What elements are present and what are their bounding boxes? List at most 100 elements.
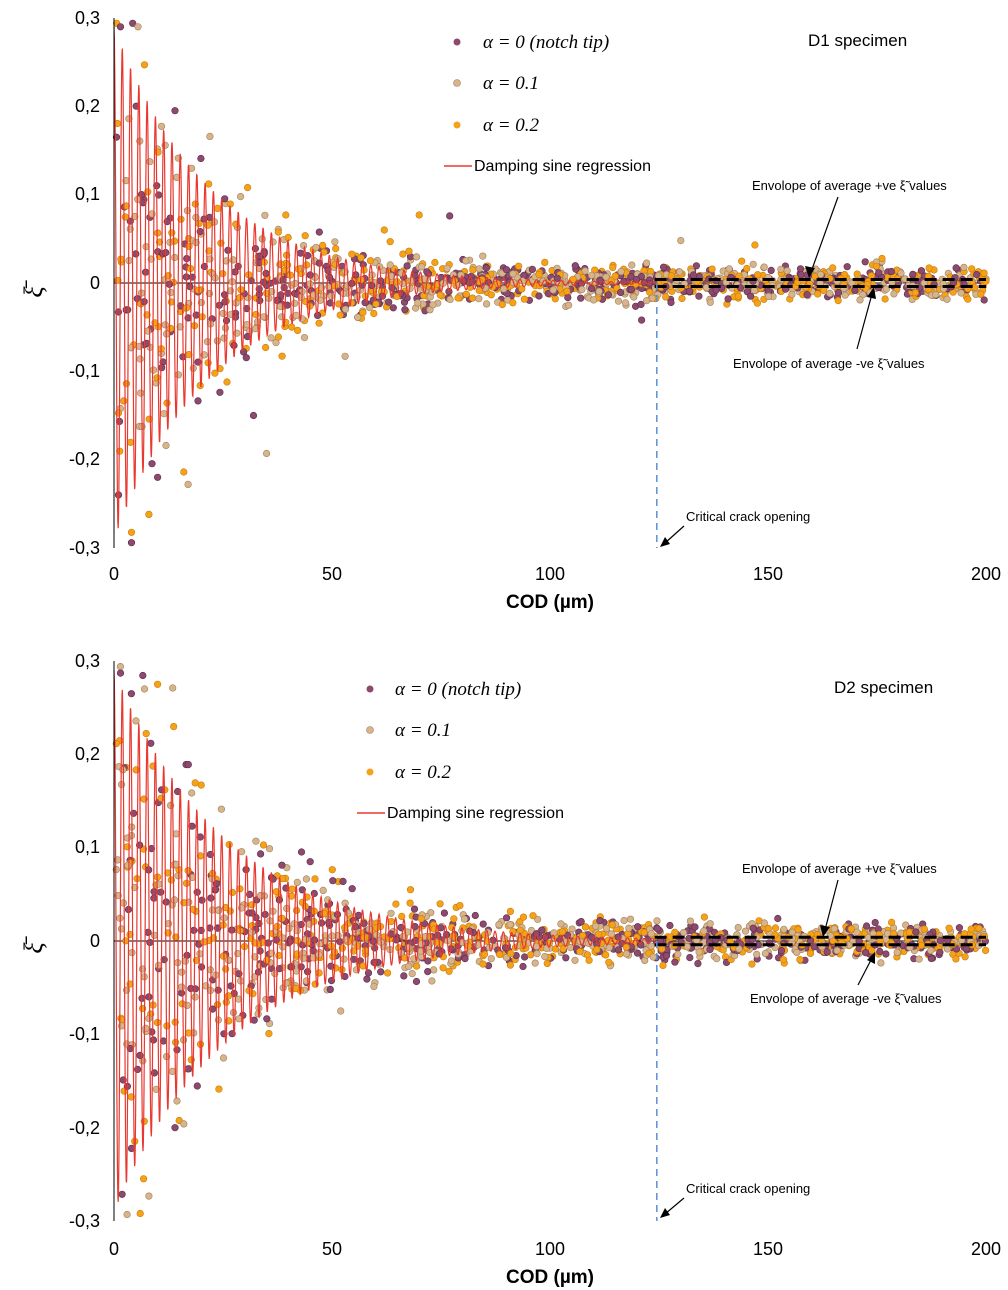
d2-legend-label-alpha02: α = 0.2 [395,762,452,783]
d1-scatter-point [122,202,130,210]
d2-scatter-point [541,952,549,961]
d2-scatter-point [653,917,661,925]
d2-scatter-point [171,1124,179,1132]
d1-x-tick-label: 0 [109,564,119,584]
d1-scatter-point [648,294,656,302]
d2-scatter-point [302,875,311,883]
d2-scatter-point [412,977,421,986]
d2-scatter-point [287,892,296,900]
d1-scatter-point [843,263,851,271]
d1-scatter-point [911,289,919,297]
d1-scatter-point [675,268,684,276]
d1-scatter-point [943,295,951,303]
d1-scatter-point [917,267,926,275]
d2-scatter-point [647,930,655,938]
d2-scatter-point [683,943,691,951]
d2-scatter-point [293,950,301,958]
d1-scatter-point [291,279,299,288]
d2-scatter-point [265,1029,273,1038]
d2-plot-area [112,662,990,1221]
d1-annotation-critical: Critical crack opening [686,509,810,524]
d2-scatter-point [686,917,695,925]
d2-scatter-point [184,760,192,769]
d1-x-axis: 0 50 100 150 200 COD (µm) [109,564,1001,613]
d2-scatter-point [315,969,323,977]
d1-scatter-point [249,411,258,420]
d2-scatter-point [671,928,679,937]
d2-scatter-point [662,952,671,960]
d1-y-tick-label: -0,2 [69,449,100,469]
d2-scatter-point [144,928,152,937]
d2-scatter-point [706,945,714,954]
d2-x-tick-label: 150 [753,1239,783,1259]
d2-scatter-point [777,946,786,955]
d1-scatter-point [564,294,572,302]
d2-scatter-point [228,888,237,897]
d2-scatter-point [771,924,780,932]
d2-scatter-point [327,962,335,970]
d1-annotation-critical-arrowhead [660,537,670,547]
d1-scatter-point [312,243,320,251]
d2-scatter-point [666,921,674,930]
d1-scatter-point [139,199,147,207]
d2-scatter-point [212,885,220,894]
d1-scatter-point [348,250,356,258]
d1-scatter-point [274,228,282,236]
d1-scatter-point [413,253,421,261]
d2-scatter-point [150,931,159,939]
d2-scatter-point [337,1007,345,1015]
d1-scatter-point [724,295,732,303]
d2-scatter-point [593,945,601,954]
d2-scatter-point [265,845,274,853]
d2-scatter-point [132,717,140,725]
d1-scatter-point [587,284,596,293]
d2-scatter-point [328,866,336,874]
d1-scatter-point [754,271,762,279]
d2-scatter-point [273,922,281,931]
d1-annotation-lower: Envolope of average -ve ξ̃ values [733,356,925,371]
d1-scatter-point [162,441,170,450]
d1-scatter-point [436,291,444,299]
d1-scatter-point [278,313,286,321]
d1-scatter-point [385,298,393,306]
d2-y-tick-label: 0 [90,931,100,951]
d2-scatter-point [157,888,165,896]
d1-annotation-lower-arrowhead [867,287,876,299]
d1-scatter-point [336,311,344,319]
d2-scatter-point [387,909,395,917]
d2-scatter-point [140,1175,148,1183]
d1-scatter-point [256,297,264,305]
d1-scatter-point [964,295,972,303]
d1-scatter-point [968,265,976,273]
d1-scatter-point [973,271,981,279]
d1-legend-label-alpha02: α = 0.2 [483,115,540,136]
d1-scatter-point [753,299,762,307]
d1-scatter-point [743,264,751,273]
d1-scatter-point [454,294,462,302]
d1-scatter-point [204,221,212,229]
d1-scatter-point [137,389,145,397]
d2-scatter-point [607,930,616,938]
d2-scatter-point [131,883,139,892]
d1-scatter-point [153,374,161,382]
d2-scatter-point [392,900,400,908]
d1-scatter-point [315,228,323,236]
d1-scatter-point [751,241,759,249]
d1-y-tick-label: 0,3 [75,8,100,28]
d1-scatter-point [667,298,675,307]
d1-scatter-point [126,438,135,446]
d1-scatter-point [370,309,378,318]
d2-specimen-label: D2 specimen [834,678,933,697]
d1-scatter-point [500,285,508,293]
d1-scatter-point [171,107,179,115]
d1-scatter-point [401,306,409,314]
d2-scatter-point [373,924,381,932]
d2-scatter-point [436,900,444,908]
d2-scatter-point [833,946,841,955]
d2-scatter-point [172,1038,180,1046]
d1-scatter-point [327,292,335,300]
d2-scatter-point [882,950,890,958]
d1-x-tick-label: 50 [322,564,342,584]
d2-scatter-point [887,918,896,927]
d2-scatter-point [471,911,479,920]
